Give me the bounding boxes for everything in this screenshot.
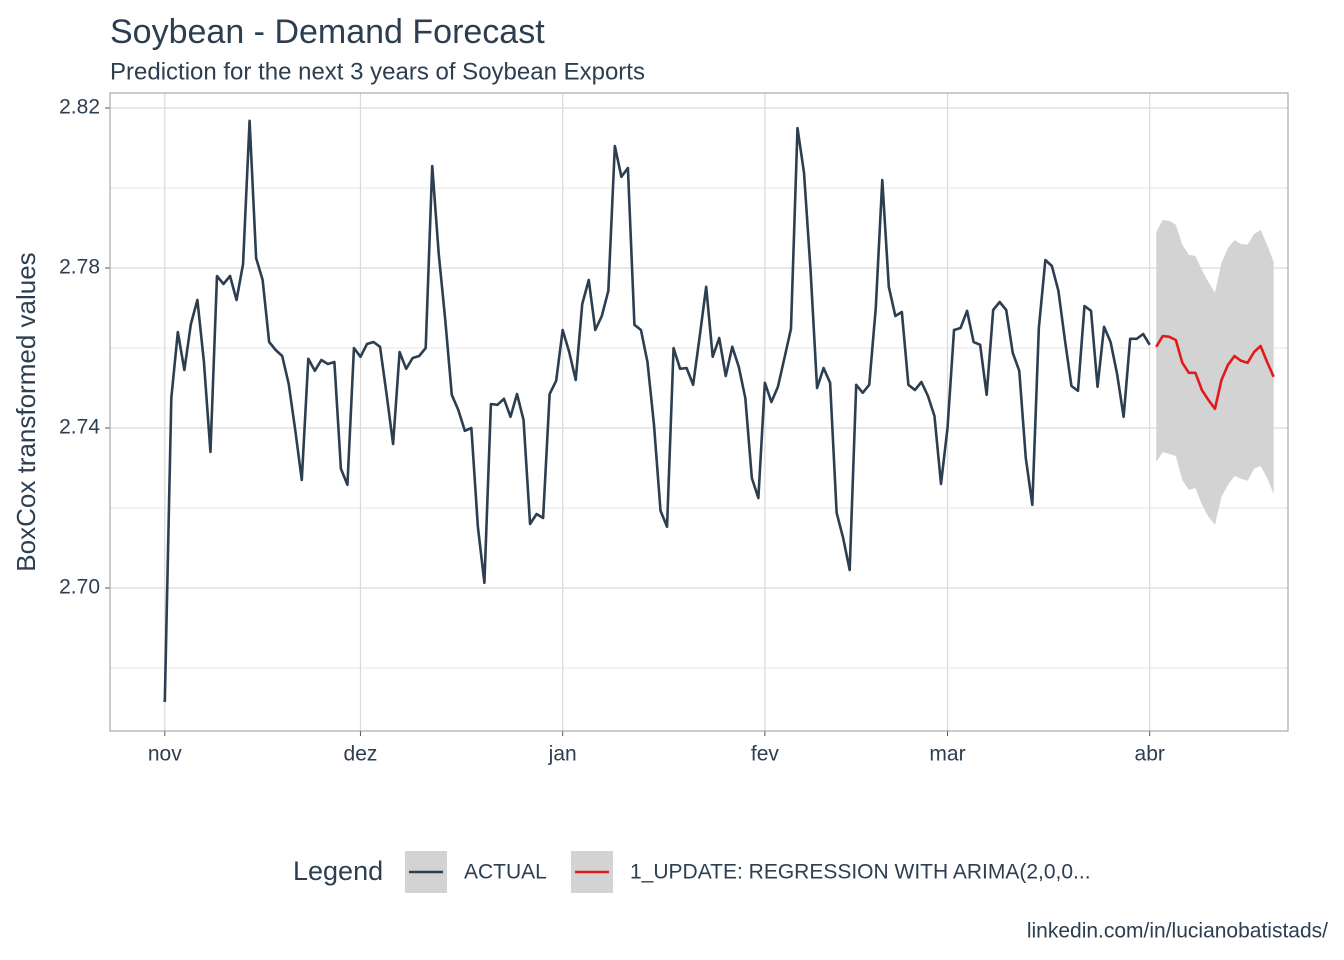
- confidence-band: [1156, 220, 1274, 525]
- x-tick-label: abr: [1135, 743, 1165, 766]
- y-tick-label: 2.82: [59, 96, 100, 119]
- x-tick-label: nov: [148, 743, 182, 766]
- series-line: [163, 119, 1151, 703]
- chart-subtitle: Prediction for the next 3 years of Soybe…: [110, 58, 645, 85]
- chart-title: Soybean - Demand Forecast: [110, 13, 545, 51]
- x-tick-label: fev: [751, 743, 780, 766]
- plot-border: [109, 92, 1289, 732]
- legend-label: ACTUAL: [464, 861, 547, 884]
- y-axis-label: BoxCox transformed values: [11, 252, 41, 571]
- x-tick-label: dez: [344, 743, 378, 766]
- y-tick-label: 2.70: [59, 576, 100, 599]
- x-tick-label: mar: [929, 743, 965, 766]
- x-tick-label: jan: [548, 743, 577, 766]
- y-tick-label: 2.74: [59, 416, 100, 439]
- y-tick-label: 2.78: [59, 256, 100, 279]
- legend-title: Legend: [293, 856, 383, 886]
- caption: linkedin.com/in/lucianobatistads/: [1027, 920, 1328, 943]
- series-line: [1155, 334, 1275, 411]
- legend-label: 1_UPDATE: REGRESSION WITH ARIMA(2,0,0...: [630, 861, 1091, 884]
